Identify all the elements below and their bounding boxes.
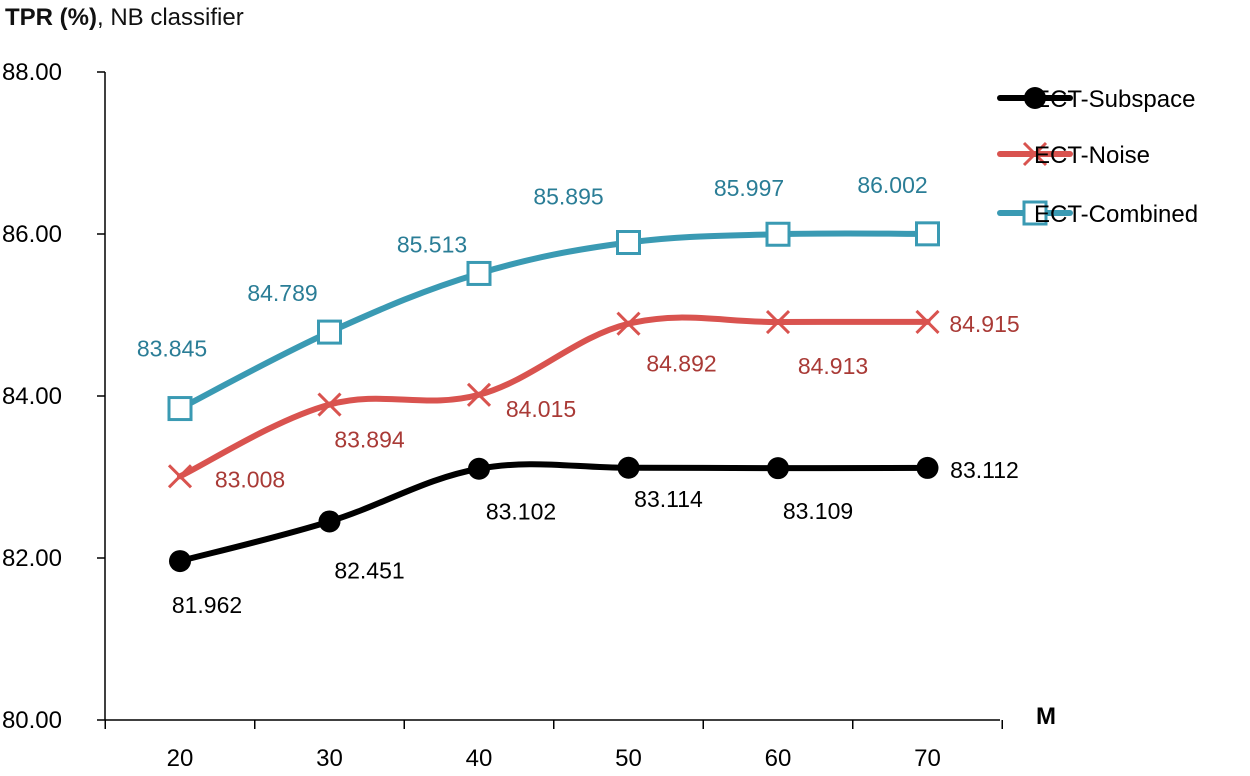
data-label: 82.451: [334, 557, 404, 583]
data-point-stroke: [466, 382, 492, 407]
y-tick-label: 86.00: [2, 221, 62, 248]
data-label: 83.112: [950, 457, 1019, 483]
x-tick-label: 40: [466, 745, 493, 772]
data-point: [915, 221, 940, 247]
data-point: [167, 464, 193, 489]
data-point: [317, 319, 342, 345]
y-tick-label: 84.00: [2, 383, 62, 410]
series-ect-noise: 83.008 83.894 84.015 84.892 84.913 84.915: [167, 309, 1020, 492]
data-point: [468, 457, 490, 480]
data-point: [317, 392, 342, 417]
data-point: [616, 230, 641, 256]
x-tick-label: 50: [615, 745, 642, 772]
legend-label: ECT-Noise: [1034, 142, 1150, 169]
y-tick-label: 80.00: [2, 707, 62, 734]
data-label: 83.109: [783, 498, 853, 524]
x-tick-label: 60: [765, 745, 792, 772]
data-point: [616, 311, 641, 336]
series-line: [177, 314, 931, 480]
data-point: [767, 457, 789, 480]
data-label: 83.845: [137, 336, 207, 362]
data-label: 83.114: [634, 486, 703, 512]
data-point-stroke: [167, 464, 193, 489]
data-label: 85.513: [397, 231, 467, 257]
legend-label: ECT-Subspace: [1034, 86, 1195, 113]
chart-title: TPR (%), NB classifier: [5, 4, 244, 31]
data-point: [169, 550, 191, 573]
data-point: [1024, 87, 1046, 109]
y-tick-label: 88.00: [2, 59, 62, 86]
data-point: [617, 456, 640, 479]
legend: ECT-Subspace ECT-Noise ECT-Combined: [997, 86, 1198, 228]
x-tick-label: 70: [914, 745, 941, 772]
data-point: [765, 309, 791, 335]
data-point: [1022, 141, 1048, 167]
data-label: 84.913: [798, 353, 868, 379]
legend-item: ECT-Combined: [997, 200, 1198, 228]
data-point: [916, 456, 939, 479]
data-point: [1022, 200, 1048, 226]
data-label: 84.015: [506, 396, 576, 422]
data-label: 86.002: [857, 172, 927, 198]
data-point: [765, 221, 791, 247]
data-label: 83.102: [486, 499, 556, 525]
data-label: 83.894: [334, 427, 405, 453]
legend-item: ECT-Subspace: [997, 86, 1195, 113]
data-point-stroke: [1022, 141, 1048, 167]
data-label: 83.008: [215, 466, 285, 492]
data-point: [318, 510, 341, 533]
x-tick-label: 20: [167, 745, 194, 772]
series-ect-subspace: 81.962 82.451 83.102 83.114 83.109 83.112: [169, 456, 1019, 618]
data-label: 84.892: [646, 351, 716, 377]
data-point-stroke: [317, 392, 342, 417]
y-tick-label: 82.00: [2, 545, 62, 572]
x-tick-label: 30: [316, 745, 343, 772]
chart-title-rest: , NB classifier: [97, 4, 244, 31]
chart-title-bold: TPR (%): [5, 4, 97, 31]
data-point: [466, 382, 492, 407]
data-point: [915, 309, 940, 334]
data-label: 85.895: [533, 184, 603, 210]
axes: 80.00 82.00 84.00 86.00 88.00 20 30 40 50 60 70 M: [2, 59, 1056, 772]
series-ect-combined: 83.845 84.789 85.513 85.895 85.997 86.002: [137, 172, 940, 422]
legend-label: ECT-Combined: [1034, 201, 1198, 228]
series-line: [177, 230, 931, 412]
series-line: [177, 461, 931, 565]
data-label: 84.789: [247, 280, 317, 306]
data-label: 84.915: [949, 311, 1019, 337]
legend-item: ECT-Noise: [997, 141, 1150, 169]
data-point-stroke: [765, 309, 791, 335]
data-point-stroke: [616, 311, 641, 336]
x-axis-label: M: [1036, 703, 1056, 730]
data-point: [167, 396, 193, 422]
data-label: 85.997: [714, 175, 784, 201]
data-label: 81.962: [172, 592, 242, 618]
data-point-stroke: [915, 309, 940, 334]
data-point: [466, 260, 492, 286]
